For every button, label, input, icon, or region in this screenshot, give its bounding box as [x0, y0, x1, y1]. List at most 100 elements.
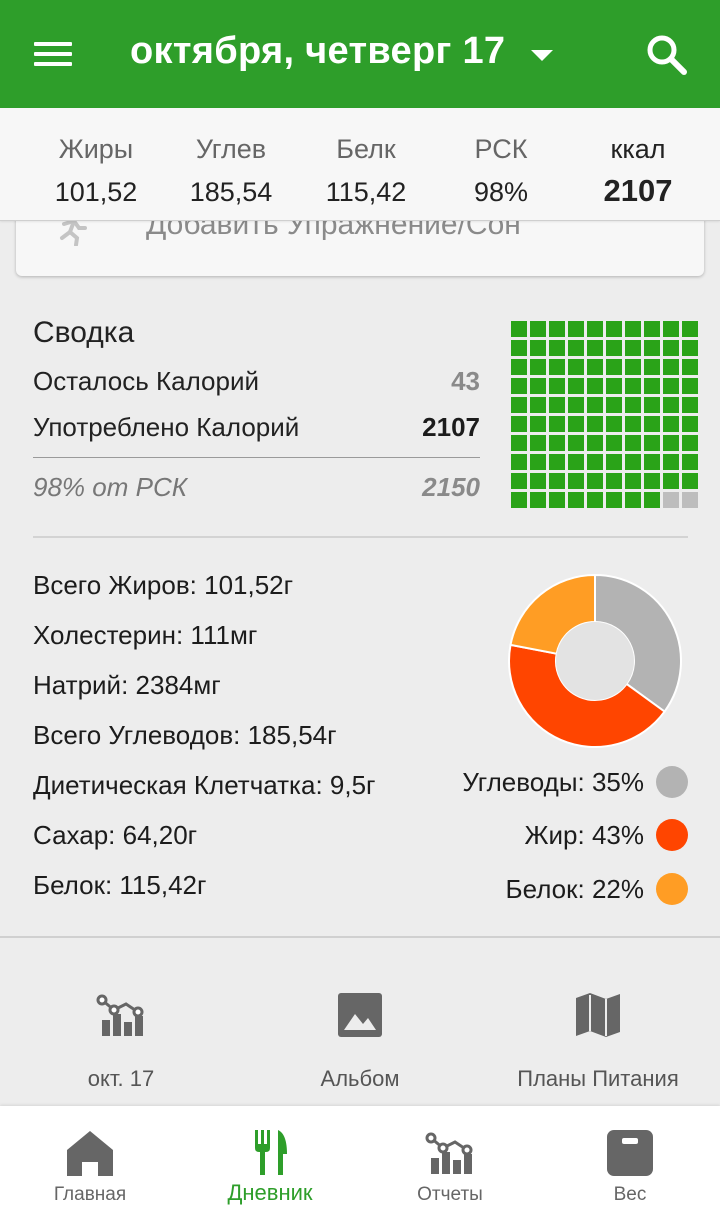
grid-cell-filled — [682, 416, 698, 432]
grid-cell-filled — [644, 435, 660, 451]
grid-cell-filled — [663, 378, 679, 394]
grid-cell-filled — [587, 416, 603, 432]
nutrient-label: РСК — [474, 134, 528, 164]
grid-cell-empty — [682, 492, 698, 508]
grid-cell-filled — [644, 454, 660, 470]
grid-cell-filled — [606, 340, 622, 356]
grid-cell-filled — [511, 359, 527, 375]
grid-cell-filled — [568, 397, 584, 413]
grid-cell-filled — [549, 340, 565, 356]
grid-cell-filled — [511, 435, 527, 451]
grid-cell-filled — [511, 473, 527, 489]
grid-cell-filled — [625, 416, 641, 432]
donut-slice-0 — [594, 574, 682, 713]
nav-reports[interactable]: Отчеты — [360, 1106, 540, 1230]
grid-cell-filled — [625, 435, 641, 451]
nav-label: Отчеты — [417, 1184, 483, 1205]
grid-cell-empty — [663, 492, 679, 508]
quick-report-button[interactable]: окт. 17 — [21, 990, 221, 1092]
section-divider — [33, 536, 688, 538]
grid-cell-filled — [663, 340, 679, 356]
grid-cell-filled — [549, 473, 565, 489]
legend-label: Углеводы: 35% — [462, 766, 644, 797]
grid-cell-filled — [530, 416, 546, 432]
grid-cell-filled — [625, 340, 641, 356]
nutrient-value: 2107 — [603, 173, 673, 208]
fiber-detail: Диетическая Клетчатка: 9,5г — [33, 770, 376, 800]
nutrient-kcal: ккал 2107 — [578, 134, 698, 209]
quick-album-button[interactable]: Альбом — [260, 990, 460, 1092]
nav-label: Вес — [613, 1184, 647, 1205]
grid-cell-filled — [682, 397, 698, 413]
grid-cell-filled — [682, 435, 698, 451]
grid-cell-filled — [663, 435, 679, 451]
grid-cell-filled — [530, 359, 546, 375]
grid-cell-filled — [511, 321, 527, 337]
grid-cell-filled — [606, 321, 622, 337]
grid-cell-filled — [530, 340, 546, 356]
legend-label: Жир: 43% — [524, 819, 644, 850]
nutrient-fat: Жиры 101,52 — [36, 134, 156, 208]
grid-cell-filled — [682, 340, 698, 356]
menu-icon[interactable] — [34, 38, 76, 72]
legend-dot-icon — [656, 873, 688, 905]
grid-cell-filled — [625, 473, 641, 489]
legend-carbs: Углеводы: 35% — [462, 765, 688, 799]
grid-cell-filled — [587, 397, 603, 413]
donut-hole — [556, 622, 634, 700]
nav-weight[interactable]: Вес — [540, 1106, 720, 1230]
grid-cell-filled — [587, 359, 603, 375]
nav-diary[interactable]: Дневник — [180, 1106, 360, 1230]
grid-cell-filled — [644, 340, 660, 356]
chart-report-icon — [425, 1128, 475, 1178]
quick-meal-plans-button[interactable]: Планы Питания — [498, 990, 698, 1092]
grid-cell-filled — [644, 416, 660, 432]
fork-knife-icon — [245, 1128, 295, 1178]
grid-cell-filled — [530, 492, 546, 508]
grid-cell-filled — [549, 359, 565, 375]
grid-cell-filled — [530, 454, 546, 470]
grid-cell-filled — [568, 321, 584, 337]
grid-cell-filled — [625, 492, 641, 508]
dropdown-caret-icon[interactable] — [531, 50, 553, 61]
quick-label: Планы Питания — [517, 1066, 679, 1091]
legend-fat: Жир: 43% — [525, 818, 688, 852]
grid-cell-filled — [568, 416, 584, 432]
grid-cell-filled — [606, 473, 622, 489]
grid-cell-filled — [568, 378, 584, 394]
grid-cell-filled — [530, 321, 546, 337]
date-title[interactable]: октября, четверг 17 — [130, 30, 506, 72]
grid-cell-filled — [682, 378, 698, 394]
grid-cell-filled — [549, 492, 565, 508]
grid-cell-filled — [682, 473, 698, 489]
grid-cell-filled — [663, 359, 679, 375]
grid-cell-filled — [530, 435, 546, 451]
grid-cell-filled — [625, 378, 641, 394]
nutrient-value: 98% — [473, 177, 529, 207]
grid-cell-filled — [682, 454, 698, 470]
nav-home[interactable]: Главная — [0, 1106, 180, 1230]
grid-cell-filled — [587, 492, 603, 508]
grid-cell-filled — [511, 397, 527, 413]
nav-label: Главная — [53, 1184, 127, 1205]
grid-cell-filled — [511, 340, 527, 356]
grid-cell-filled — [644, 473, 660, 489]
remaining-calories-value: 43 — [451, 366, 480, 396]
grid-cell-filled — [606, 359, 622, 375]
grid-cell-filled — [549, 321, 565, 337]
nutrient-value: 101,52 — [54, 177, 138, 207]
grid-cell-filled — [644, 397, 660, 413]
grid-cell-filled — [511, 416, 527, 432]
search-icon[interactable] — [642, 30, 692, 80]
cholesterol-detail: Холестерин: 111мг — [33, 620, 258, 650]
grid-cell-filled — [549, 416, 565, 432]
grid-cell-filled — [625, 321, 641, 337]
consumed-calories-label: Употреблено Калорий — [33, 412, 300, 442]
calorie-progress-grid — [511, 321, 698, 508]
nutrient-label: ккал — [610, 134, 666, 164]
sodium-detail: Натрий: 2384мг — [33, 670, 221, 700]
grid-cell-filled — [587, 321, 603, 337]
grid-cell-filled — [606, 435, 622, 451]
summary-separator — [33, 457, 480, 458]
grid-cell-filled — [663, 321, 679, 337]
